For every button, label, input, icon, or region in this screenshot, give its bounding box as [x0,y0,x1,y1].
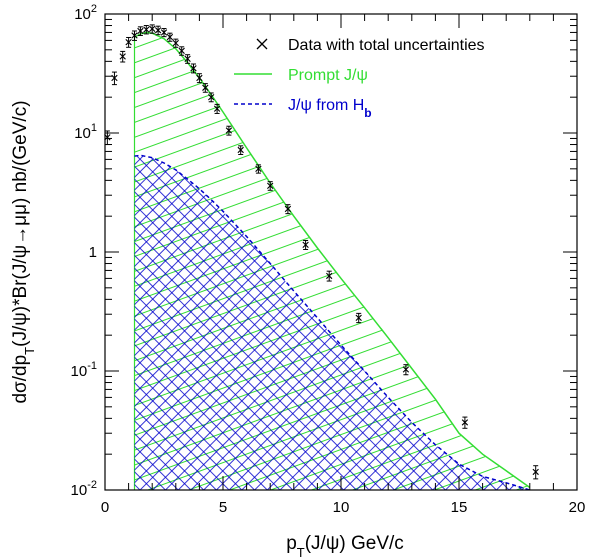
legend-label: Prompt J/ψ [288,67,368,84]
cross-marker [172,39,179,47]
cross-marker [137,27,144,35]
cross-marker [131,32,138,39]
x-tick-label: 5 [219,499,227,516]
cross-marker [184,55,191,63]
data-point [326,270,333,282]
y-tick-label: 102 [74,3,97,23]
cross-marker [225,127,233,134]
data-point [149,24,156,34]
cross-marker [255,165,262,173]
data-point [532,465,539,480]
hb-curve [134,154,531,490]
data-point [402,364,410,376]
data-point [137,26,144,36]
data-point [202,83,209,93]
cross-marker [302,241,309,248]
data-point [225,125,233,136]
cross-marker [202,84,209,91]
data-point [255,164,262,174]
cross-marker [208,93,215,101]
x-tick-label: 20 [569,499,586,516]
band-fill-hb [134,155,530,490]
data-point [104,130,111,146]
data-point [111,71,118,86]
data-point [172,38,179,48]
data-point [355,312,362,324]
data-point [166,32,174,42]
y-tick-label: 10-2 [71,479,97,499]
cross-marker [237,146,244,154]
x-tick-label: 15 [451,499,468,516]
data-point [461,416,469,429]
cross-marker [154,27,162,34]
cross-marker [355,314,362,321]
legend-entry: Prompt J/ψ [234,67,368,84]
cross-marker [166,33,174,41]
cross-marker [532,468,539,476]
y-tick-label: 1 [89,244,97,261]
cross-marker [190,65,197,72]
cross-marker [178,47,185,55]
cross-marker [461,419,469,426]
cross-marker [196,74,203,82]
cross-marker [213,105,221,112]
legend: Data with total uncertainties Prompt J/ψ J… [234,37,485,120]
cross-marker [125,38,132,46]
cross-marker [402,366,410,373]
data-points [104,24,539,480]
x-tick-label: 0 [101,499,109,516]
data-point [178,46,185,56]
cross-marker [111,74,118,82]
tick-labels: 0 5 10 15 20 10-2 10-1 1 101 102 [71,3,586,516]
data-point [143,25,150,35]
data-point [131,30,138,41]
y-axis-title: dσ/dpT(J/ψ)*Br(J/ψ→μμ) nb/(GeV/c) [10,100,37,403]
x-axis-title: pT(J/ψ) GeV/c [286,533,404,560]
data-point [160,28,168,38]
data-point [284,204,292,215]
data-point [208,92,215,103]
cross-marker [119,53,126,60]
cross-marker [143,26,150,33]
data-point [119,50,126,63]
cross-marker [326,272,333,280]
data-point [154,25,162,36]
data-point [302,239,309,250]
legend-label: J/ψ from Hb [288,97,372,120]
y-tick-label: 10-1 [71,360,97,380]
data-point [237,145,244,155]
legend-entry: Data with total uncertainties [256,37,485,54]
legend-entry: J/ψ from Hb [234,97,372,120]
cross-marker [267,182,274,189]
x-tick-label: 10 [333,499,350,516]
cross-marker [149,25,156,33]
cross-marker [104,134,111,141]
data-point [213,103,221,114]
y-tick-label: 101 [74,122,97,142]
data-point [184,54,191,64]
cross-marker [160,29,168,36]
data-point [125,36,132,48]
cross-marker [284,205,292,213]
legend-cross-marker [256,38,268,50]
data-point [267,181,274,191]
data-point [196,73,203,84]
plot-frame [104,13,578,491]
legend-label: Data with total uncertainties [288,37,485,54]
data-point [190,63,197,74]
